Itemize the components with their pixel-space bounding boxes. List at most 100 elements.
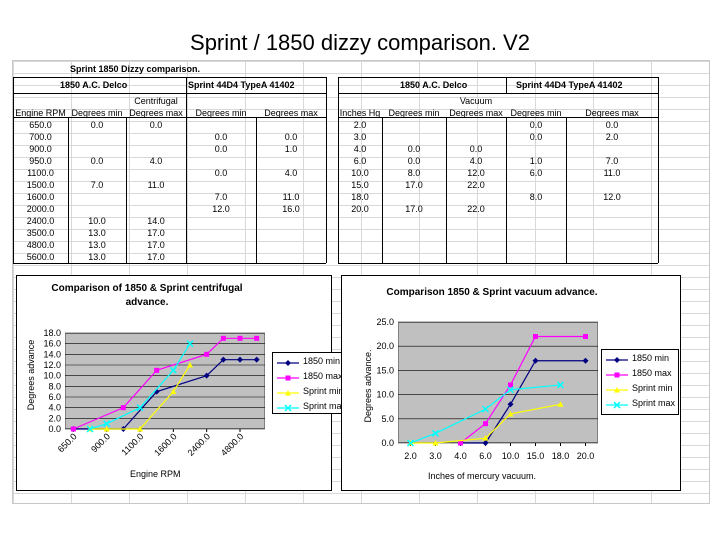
- table-cell: 4.0: [149, 156, 163, 166]
- data-point: [507, 410, 514, 417]
- data-point: [614, 387, 620, 393]
- plot-area: [65, 333, 265, 429]
- chart-legend: 1850 min 1850 max Sprint min Sprint max: [601, 349, 679, 415]
- data-point: [204, 351, 210, 357]
- column-header: Degrees max: [264, 108, 318, 118]
- data-point: [482, 440, 489, 446]
- table-cell: 12.0: [467, 168, 485, 178]
- x-tick-label: 3.0: [429, 451, 442, 461]
- series-line: [460, 335, 586, 444]
- data-point: [220, 356, 227, 363]
- table-cell: 900.0: [29, 144, 52, 154]
- plot-area: [398, 322, 598, 443]
- table-cell: 0.0: [149, 120, 163, 130]
- y-tick-label: 10.0: [43, 371, 61, 381]
- table-cell: 11.0: [147, 180, 165, 190]
- legend-label: 1850 max: [632, 368, 672, 378]
- table-cell: 0.0: [90, 156, 104, 166]
- series-line: [460, 360, 586, 444]
- data-point: [237, 335, 243, 341]
- y-tick-label: 4.0: [48, 403, 61, 413]
- table-cell: 0.0: [407, 156, 421, 166]
- legend-label: Sprint max: [632, 398, 676, 408]
- data-point: [285, 390, 291, 396]
- table-cell: 15.0: [351, 180, 369, 190]
- table-cell: 4.0: [353, 144, 367, 154]
- data-point: [220, 335, 226, 341]
- y-tick-label: 20.0: [376, 341, 394, 351]
- table-cell: 2000.0: [26, 204, 55, 214]
- table-cell: 12.0: [212, 204, 230, 214]
- data-point: [154, 367, 160, 373]
- section-label: Vacuum: [459, 96, 493, 106]
- data-point: [483, 421, 488, 427]
- y-tick-label: 15.0: [376, 365, 394, 375]
- table-cell: 0.0: [469, 144, 483, 154]
- centrifugal-chart: Comparison of 1850 & Sprint centrifugal …: [16, 275, 346, 491]
- table-divider-vertical: [68, 117, 69, 263]
- table-divider-vertical: [13, 117, 14, 263]
- table-divider-vertical: [506, 77, 507, 93]
- table-divider-vertical: [338, 117, 339, 263]
- x-tick-label: 20.0: [577, 451, 595, 461]
- table-divider-vertical: [658, 77, 659, 117]
- y-tick-label: 12.0: [43, 360, 61, 370]
- chart-legend: 1850 min 1850 max Sprint min Sprint max: [272, 352, 346, 414]
- vacuum-chart: Comparison 1850 & Sprint vacuum advance.…: [341, 275, 681, 491]
- table-divider-horizontal: [338, 93, 658, 94]
- data-point: [254, 335, 260, 341]
- table-cell: 18.0: [351, 192, 369, 202]
- table-cell: 7.0: [605, 156, 619, 166]
- table-cell: 7.0: [90, 180, 104, 190]
- legend-swatch: [606, 357, 628, 363]
- table-cell: 6.0: [353, 156, 367, 166]
- legend-swatch: [606, 372, 628, 378]
- series-1850-min: [457, 357, 589, 446]
- table-divider-vertical: [446, 117, 447, 263]
- table-divider-vertical: [256, 117, 257, 263]
- table-cell: 20.0: [351, 204, 369, 214]
- table-cell: 1500.0: [26, 180, 55, 190]
- series-1850-max: [70, 335, 260, 432]
- table-divider-vertical: [326, 77, 327, 117]
- data-point: [614, 372, 620, 378]
- table-cell: 4.0: [284, 168, 298, 178]
- legend-swatch: [277, 390, 299, 396]
- table-cell: 0.0: [529, 120, 543, 130]
- data-point: [533, 334, 538, 340]
- group-header: 1850 A.C. Delco: [400, 80, 468, 90]
- table-heading: Sprint 1850 Dizzy comparison.: [70, 64, 201, 74]
- y-tick-label: 10.0: [376, 390, 394, 400]
- table-cell: 0.0: [529, 132, 543, 142]
- data-point: [237, 356, 243, 363]
- y-tick-label: 0.0: [48, 424, 61, 434]
- data-point: [136, 404, 144, 412]
- legend-label: 1850 min: [303, 356, 341, 366]
- x-tick-label: 4.0: [454, 451, 467, 461]
- table-divider-horizontal: [13, 77, 326, 78]
- table-cell: 0.0: [214, 144, 228, 154]
- column-header: Inches Hg: [339, 108, 381, 118]
- y-tick-label: 25.0: [376, 317, 394, 327]
- data-point: [583, 334, 588, 340]
- table-cell: 0.0: [284, 132, 298, 142]
- table-cell: 0.0: [605, 120, 619, 130]
- series-1850-max: [458, 334, 588, 446]
- y-tick-label: 0.0: [381, 438, 394, 448]
- data-point: [103, 420, 111, 428]
- y-tick-label: 6.0: [48, 392, 61, 402]
- data-point: [481, 405, 490, 413]
- data-point: [137, 426, 143, 432]
- table-divider-horizontal: [13, 263, 326, 264]
- table-divider-vertical: [506, 117, 507, 263]
- table-cell: 12.0: [603, 192, 621, 202]
- table-divider-vertical: [13, 77, 14, 117]
- legend-label: Sprint max: [303, 401, 347, 411]
- legend-swatch: [277, 375, 299, 381]
- series-sprint-max: [86, 340, 194, 433]
- data-point: [285, 375, 291, 381]
- table-cell: 1.0: [284, 144, 298, 154]
- data-point: [153, 388, 160, 395]
- x-axis-label: Inches of mercury vacuum.: [428, 471, 537, 481]
- chart-title: Comparison of 1850 & Sprint centrifugal …: [51, 283, 243, 308]
